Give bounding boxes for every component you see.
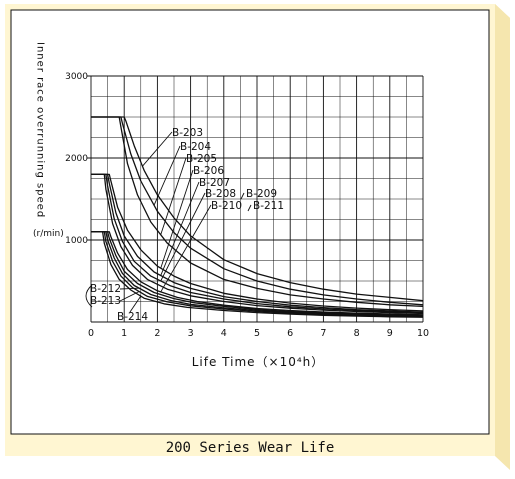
- series-label-b-214: B-214: [117, 311, 148, 323]
- x-tick-label: 0: [88, 328, 94, 339]
- leader-line: [153, 145, 181, 206]
- leader-line: [119, 291, 140, 302]
- series-line-b-204: [91, 116, 424, 306]
- y-tick-label: 1000: [65, 236, 88, 246]
- leader-line: [142, 131, 173, 167]
- leader-line: [160, 157, 187, 235]
- leader-line: [160, 204, 212, 293]
- series-line-b-206: [91, 173, 424, 312]
- series-label-b-205: B-205: [186, 153, 217, 165]
- series-line-b-203: [91, 116, 424, 302]
- x-tick-label: 7: [320, 328, 326, 339]
- x-tick-label: 10: [417, 328, 429, 339]
- label-bracket: [85, 284, 93, 308]
- series-line-b-210: [91, 231, 424, 316]
- x-tick-label: 9: [387, 328, 393, 339]
- series-label-b-211: B-211: [253, 200, 284, 212]
- tick-labels: 0 1 2 3 4 5 6 7 8 9 10 1000 2000 3000: [65, 72, 429, 339]
- x-tick-label: 4: [221, 328, 227, 339]
- series-label-b-210: B-210: [211, 200, 242, 212]
- y-tick-label: 3000: [65, 72, 88, 82]
- x-axis-label: Life Time（×10⁴h）: [192, 355, 325, 369]
- series-label-b-204: B-204: [180, 141, 211, 153]
- x-tick-label: 8: [354, 328, 360, 339]
- series-label-b-206: B-206: [193, 165, 224, 177]
- series-line-b-205: [91, 116, 424, 308]
- x-tick-label: 5: [254, 328, 260, 339]
- series-line-b-214: [91, 231, 424, 318]
- leader-line: [160, 192, 206, 282]
- series-line-b-209: [91, 173, 424, 315]
- series-label-b-213: B-213: [90, 295, 121, 307]
- chart-grid: [87, 75, 424, 323]
- x-tick-label: 1: [121, 328, 127, 339]
- series-line-b-211: [91, 231, 424, 316]
- series-label-b-207: B-207: [199, 177, 230, 189]
- leader-line: [160, 181, 200, 276]
- y-tick-label: 2000: [65, 154, 88, 164]
- x-tick-label: 3: [188, 328, 194, 339]
- series-label-b-203: B-203: [172, 127, 203, 139]
- series-line-b-213: [91, 231, 424, 318]
- leader-line: [129, 295, 142, 313]
- leader-line: [119, 287, 140, 290]
- label-pair-separator: [240, 192, 245, 200]
- y-axis-unit: (r/min): [33, 229, 64, 239]
- x-tick-label: 6: [287, 328, 293, 339]
- series-line-b-207: [91, 173, 424, 313]
- series-label-b-209: B-209: [246, 188, 277, 200]
- figure-caption: 200 Series Wear Life: [166, 440, 335, 456]
- leader-line: [160, 169, 194, 269]
- series-layer: [91, 116, 424, 318]
- series-line-b-212: [91, 231, 424, 317]
- y-axis-label: Inner race overrunning speed: [35, 42, 46, 218]
- series-line-b-208: [91, 173, 424, 314]
- label-pair-separator: [247, 204, 252, 212]
- x-tick-label: 2: [154, 328, 160, 339]
- series-label-b-208: B-208: [205, 188, 236, 200]
- series-label-b-212: B-212: [90, 283, 121, 295]
- frame-right-bevel: [495, 4, 510, 470]
